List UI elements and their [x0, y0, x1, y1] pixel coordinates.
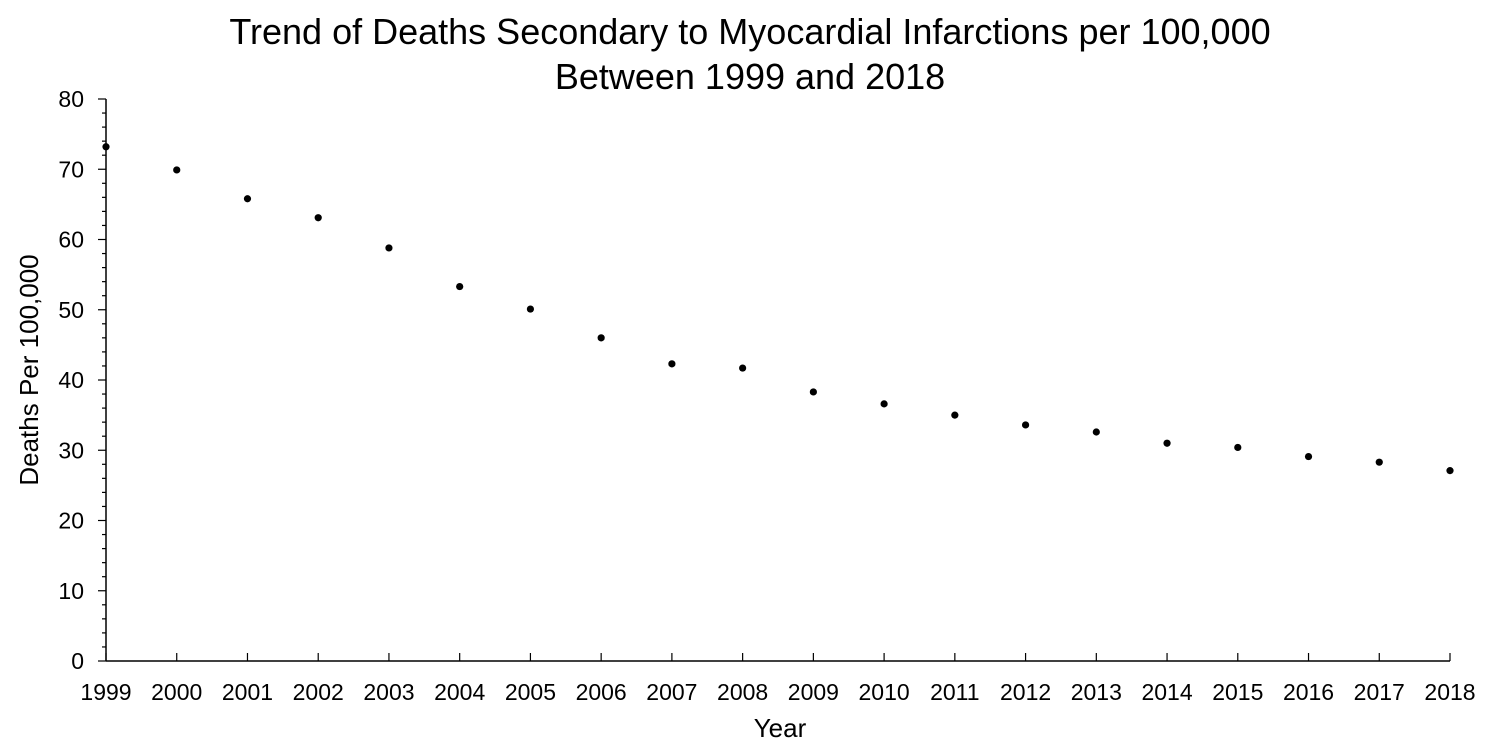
y-tick-label: 10 — [58, 578, 84, 604]
y-tick-label: 30 — [58, 437, 84, 463]
y-tick-label: 60 — [58, 227, 84, 253]
x-tick-label: 2010 — [859, 679, 910, 705]
y-axis-label: Deaths Per 100,000 — [14, 254, 44, 485]
data-point — [1163, 439, 1171, 447]
x-tick-label: 2007 — [646, 679, 697, 705]
data-point — [880, 400, 888, 408]
y-tick-label: 80 — [58, 86, 84, 112]
x-tick-label: 2005 — [505, 679, 556, 705]
x-tick-label: 2017 — [1354, 679, 1405, 705]
y-axis-ticks: 0 10 20 30 40 50 60 70 80 — [58, 86, 106, 674]
x-tick-label: 2004 — [434, 679, 485, 705]
data-point — [385, 244, 393, 252]
data-point — [597, 334, 605, 342]
data-point — [314, 214, 322, 222]
x-axis-label: Year — [754, 713, 807, 743]
y-tick-label: 70 — [58, 156, 84, 182]
x-tick-label: 2015 — [1212, 679, 1263, 705]
data-point — [1375, 458, 1383, 466]
x-tick-label: 2009 — [788, 679, 839, 705]
data-point — [951, 411, 959, 419]
data-point — [1092, 428, 1100, 436]
x-tick-label: 2002 — [293, 679, 344, 705]
x-axis-ticks: 1999 2000 2001 2002 2003 2004 2005 2006 2007 2008… — [80, 653, 1476, 705]
data-point — [102, 143, 110, 151]
x-tick-label: 2003 — [363, 679, 414, 705]
y-tick-label: 20 — [58, 508, 84, 534]
x-tick-label: 2014 — [1141, 679, 1192, 705]
x-tick-label: 2016 — [1283, 679, 1334, 705]
data-point — [1234, 443, 1242, 452]
data-point — [1304, 452, 1313, 461]
y-tick-label: 50 — [58, 297, 84, 323]
data-point — [526, 305, 535, 313]
x-tick-label: 2012 — [1000, 679, 1051, 705]
x-tick-label: 2006 — [576, 679, 627, 705]
data-point — [243, 195, 252, 203]
chart-subtitle: Between 1999 and 2018 — [555, 56, 945, 97]
y-tick-label: 40 — [58, 367, 84, 393]
x-tick-label: 2013 — [1071, 679, 1122, 705]
data-point — [456, 282, 464, 291]
data-point — [809, 388, 817, 396]
x-tick-label: 2018 — [1424, 679, 1475, 705]
y-tick-label: 0 — [71, 648, 84, 674]
chart-title: Trend of Deaths Secondary to Myocardial … — [229, 11, 1270, 52]
x-tick-label: 2001 — [222, 679, 273, 705]
data-points — [102, 143, 1454, 475]
data-point — [739, 364, 747, 372]
x-tick-label: 2011 — [930, 679, 979, 705]
x-tick-label: 2000 — [151, 679, 202, 705]
x-tick-label: 1999 — [80, 679, 131, 705]
x-tick-label: 2008 — [717, 679, 768, 705]
data-point — [668, 360, 676, 368]
data-point — [1021, 421, 1030, 429]
data-point — [1446, 467, 1454, 475]
data-point — [173, 166, 181, 174]
